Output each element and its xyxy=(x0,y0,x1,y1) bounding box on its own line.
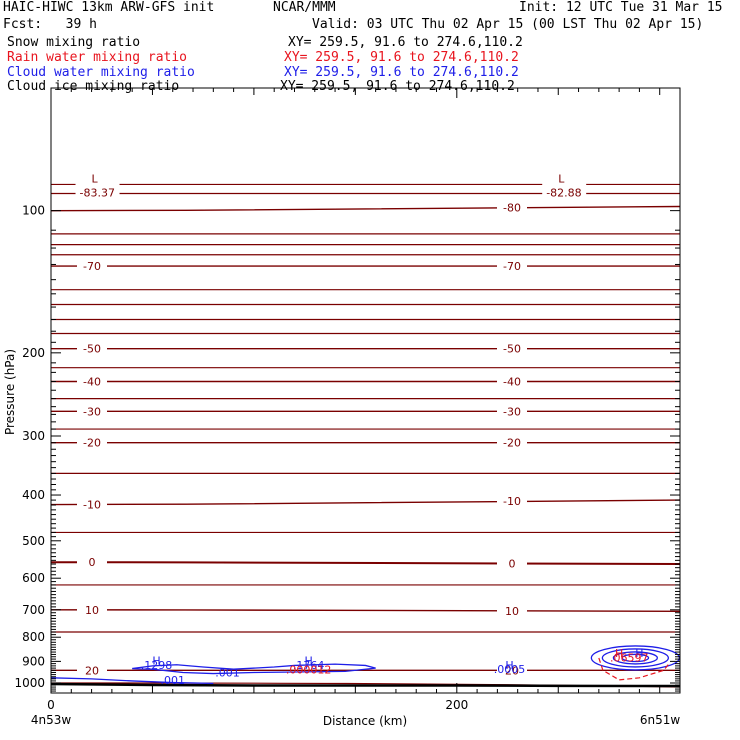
cloud-water-contour xyxy=(601,648,670,668)
rain-water-contour xyxy=(598,657,671,681)
y-tick-label: 1000 xyxy=(14,676,45,690)
temperature-low-marker: L xyxy=(558,172,565,185)
y-tick-label: 200 xyxy=(22,346,45,360)
cloud-water-label: .1764 xyxy=(293,659,325,672)
temperature-low-value: -83.37 xyxy=(80,186,115,199)
field-rain-name: Rain water mixing ratio xyxy=(7,50,188,65)
y-tick-label: 500 xyxy=(22,534,45,548)
rain-water-label: H xyxy=(615,647,623,660)
surface-line xyxy=(50,682,681,688)
rain-water-label: .06597 xyxy=(610,651,649,664)
y-axis-label: Pressure (hPa) xyxy=(3,349,17,435)
cloud-water-contour xyxy=(590,645,681,671)
field-cloudwater-name: Cloud water mixing ratio xyxy=(7,65,195,80)
label-background xyxy=(77,260,107,273)
y-tick-label: 800 xyxy=(22,630,45,644)
label-background xyxy=(77,436,107,449)
cloud-water-label: H xyxy=(635,647,643,660)
isotherm-label-right: -50 xyxy=(503,343,521,356)
isotherm-label-left: 10 xyxy=(85,604,99,617)
y-tick-label: 700 xyxy=(22,603,45,617)
valid-label: Valid: 03 UTC Thu 02 Apr 15 (00 LST Thu … xyxy=(312,17,704,32)
forecast-label: Fcst: 39 h xyxy=(3,17,97,32)
label-background xyxy=(497,557,527,570)
x-tick-label: 200 xyxy=(445,698,468,712)
cloud-water-label: .001 xyxy=(215,666,240,679)
temperature-low-marker: L xyxy=(92,172,99,185)
isotherm-label-right: 0 xyxy=(509,558,516,571)
isotherm-label-right: -30 xyxy=(503,405,521,418)
isotherm-label-right: -70 xyxy=(503,260,521,273)
cloud-water-contour xyxy=(50,677,214,685)
isotherm-line xyxy=(50,561,681,566)
cloud-water-label: .0005 xyxy=(494,663,526,676)
label-background xyxy=(497,664,527,677)
cloud-water-label: H xyxy=(305,654,313,667)
cloud-water-contour xyxy=(132,663,376,675)
field-snow-xy: XY= 259.5, 91.6 to 274.6,110.2 xyxy=(288,35,523,50)
org-label: NCAR/MMM xyxy=(273,0,336,15)
isotherm-line xyxy=(50,205,681,212)
field-cloudice-xy: XY= 259.5, 91.6 to 274.6,110.2 xyxy=(280,79,515,94)
model-title: HAIC-HIWC 13km ARW-GFS init xyxy=(3,0,215,15)
label-background xyxy=(77,375,107,388)
x-left-endpoint: 4n53w xyxy=(31,713,72,727)
isotherm-label-left: -70 xyxy=(83,260,101,273)
label-background xyxy=(75,171,120,198)
y-tick-label: 900 xyxy=(22,654,45,668)
field-cloudwater-xy: XY= 259.5, 91.6 to 274.6,110.2 xyxy=(284,65,519,80)
label-background xyxy=(77,405,107,418)
cloud-water-label: .1298 xyxy=(141,659,173,672)
temperature-low-value: -82.88 xyxy=(546,186,581,199)
label-background xyxy=(497,260,527,273)
cloud-water-contour xyxy=(621,653,650,663)
isotherm-label-left: -40 xyxy=(83,376,101,389)
isotherm-label-right: 20 xyxy=(505,664,519,677)
isotherm-label-right: -40 xyxy=(503,376,521,389)
label-background xyxy=(77,342,107,355)
x-axis-label: Distance (km) xyxy=(323,714,407,728)
label-background xyxy=(77,498,107,511)
isotherm-label-left: -10 xyxy=(83,499,101,512)
y-tick-label: 400 xyxy=(22,488,45,502)
label-background xyxy=(77,556,107,569)
field-snow-name: Snow mixing ratio xyxy=(7,35,141,50)
isotherm-line xyxy=(50,609,681,612)
label-background xyxy=(497,405,527,418)
y-tick-label: 100 xyxy=(22,204,45,218)
field-rain-xy: XY= 259.5, 91.6 to 274.6,110.2 xyxy=(284,50,519,65)
cloud-water-contour xyxy=(612,651,659,665)
isotherm-label-left: 20 xyxy=(85,664,99,677)
label-background xyxy=(542,171,587,198)
isotherm-label-right: -20 xyxy=(503,437,521,450)
isotherm-label-left: -50 xyxy=(83,343,101,356)
y-tick-label: 600 xyxy=(22,571,45,585)
label-background xyxy=(497,342,527,355)
isotherm-label-right: 10 xyxy=(505,605,519,618)
label-background xyxy=(497,201,527,214)
label-background xyxy=(497,495,527,508)
cloud-water-label: .001 xyxy=(160,674,185,687)
isotherm-line xyxy=(50,499,681,506)
label-background xyxy=(497,375,527,388)
isotherm-label-left: -20 xyxy=(83,437,101,450)
isotherm-label-left: -30 xyxy=(83,405,101,418)
isotherm-label-right: -80 xyxy=(503,202,521,215)
cloud-water-label: H xyxy=(505,659,513,672)
y-tick-label: 300 xyxy=(22,429,45,443)
isotherm-label-right: -10 xyxy=(503,495,521,508)
cloud-water-label: H xyxy=(152,654,160,667)
label-background xyxy=(77,603,107,616)
isotherm-label-left: 0 xyxy=(89,556,96,569)
x-tick-label: 0 xyxy=(47,698,55,712)
init-label: Init: 12 UTC Tue 31 Mar 15 xyxy=(519,0,723,15)
rain-water-label: .000012 xyxy=(286,664,332,677)
label-background xyxy=(497,436,527,449)
label-background xyxy=(497,604,527,617)
label-background xyxy=(77,664,107,677)
x-right-endpoint: 6n51w xyxy=(640,713,681,727)
